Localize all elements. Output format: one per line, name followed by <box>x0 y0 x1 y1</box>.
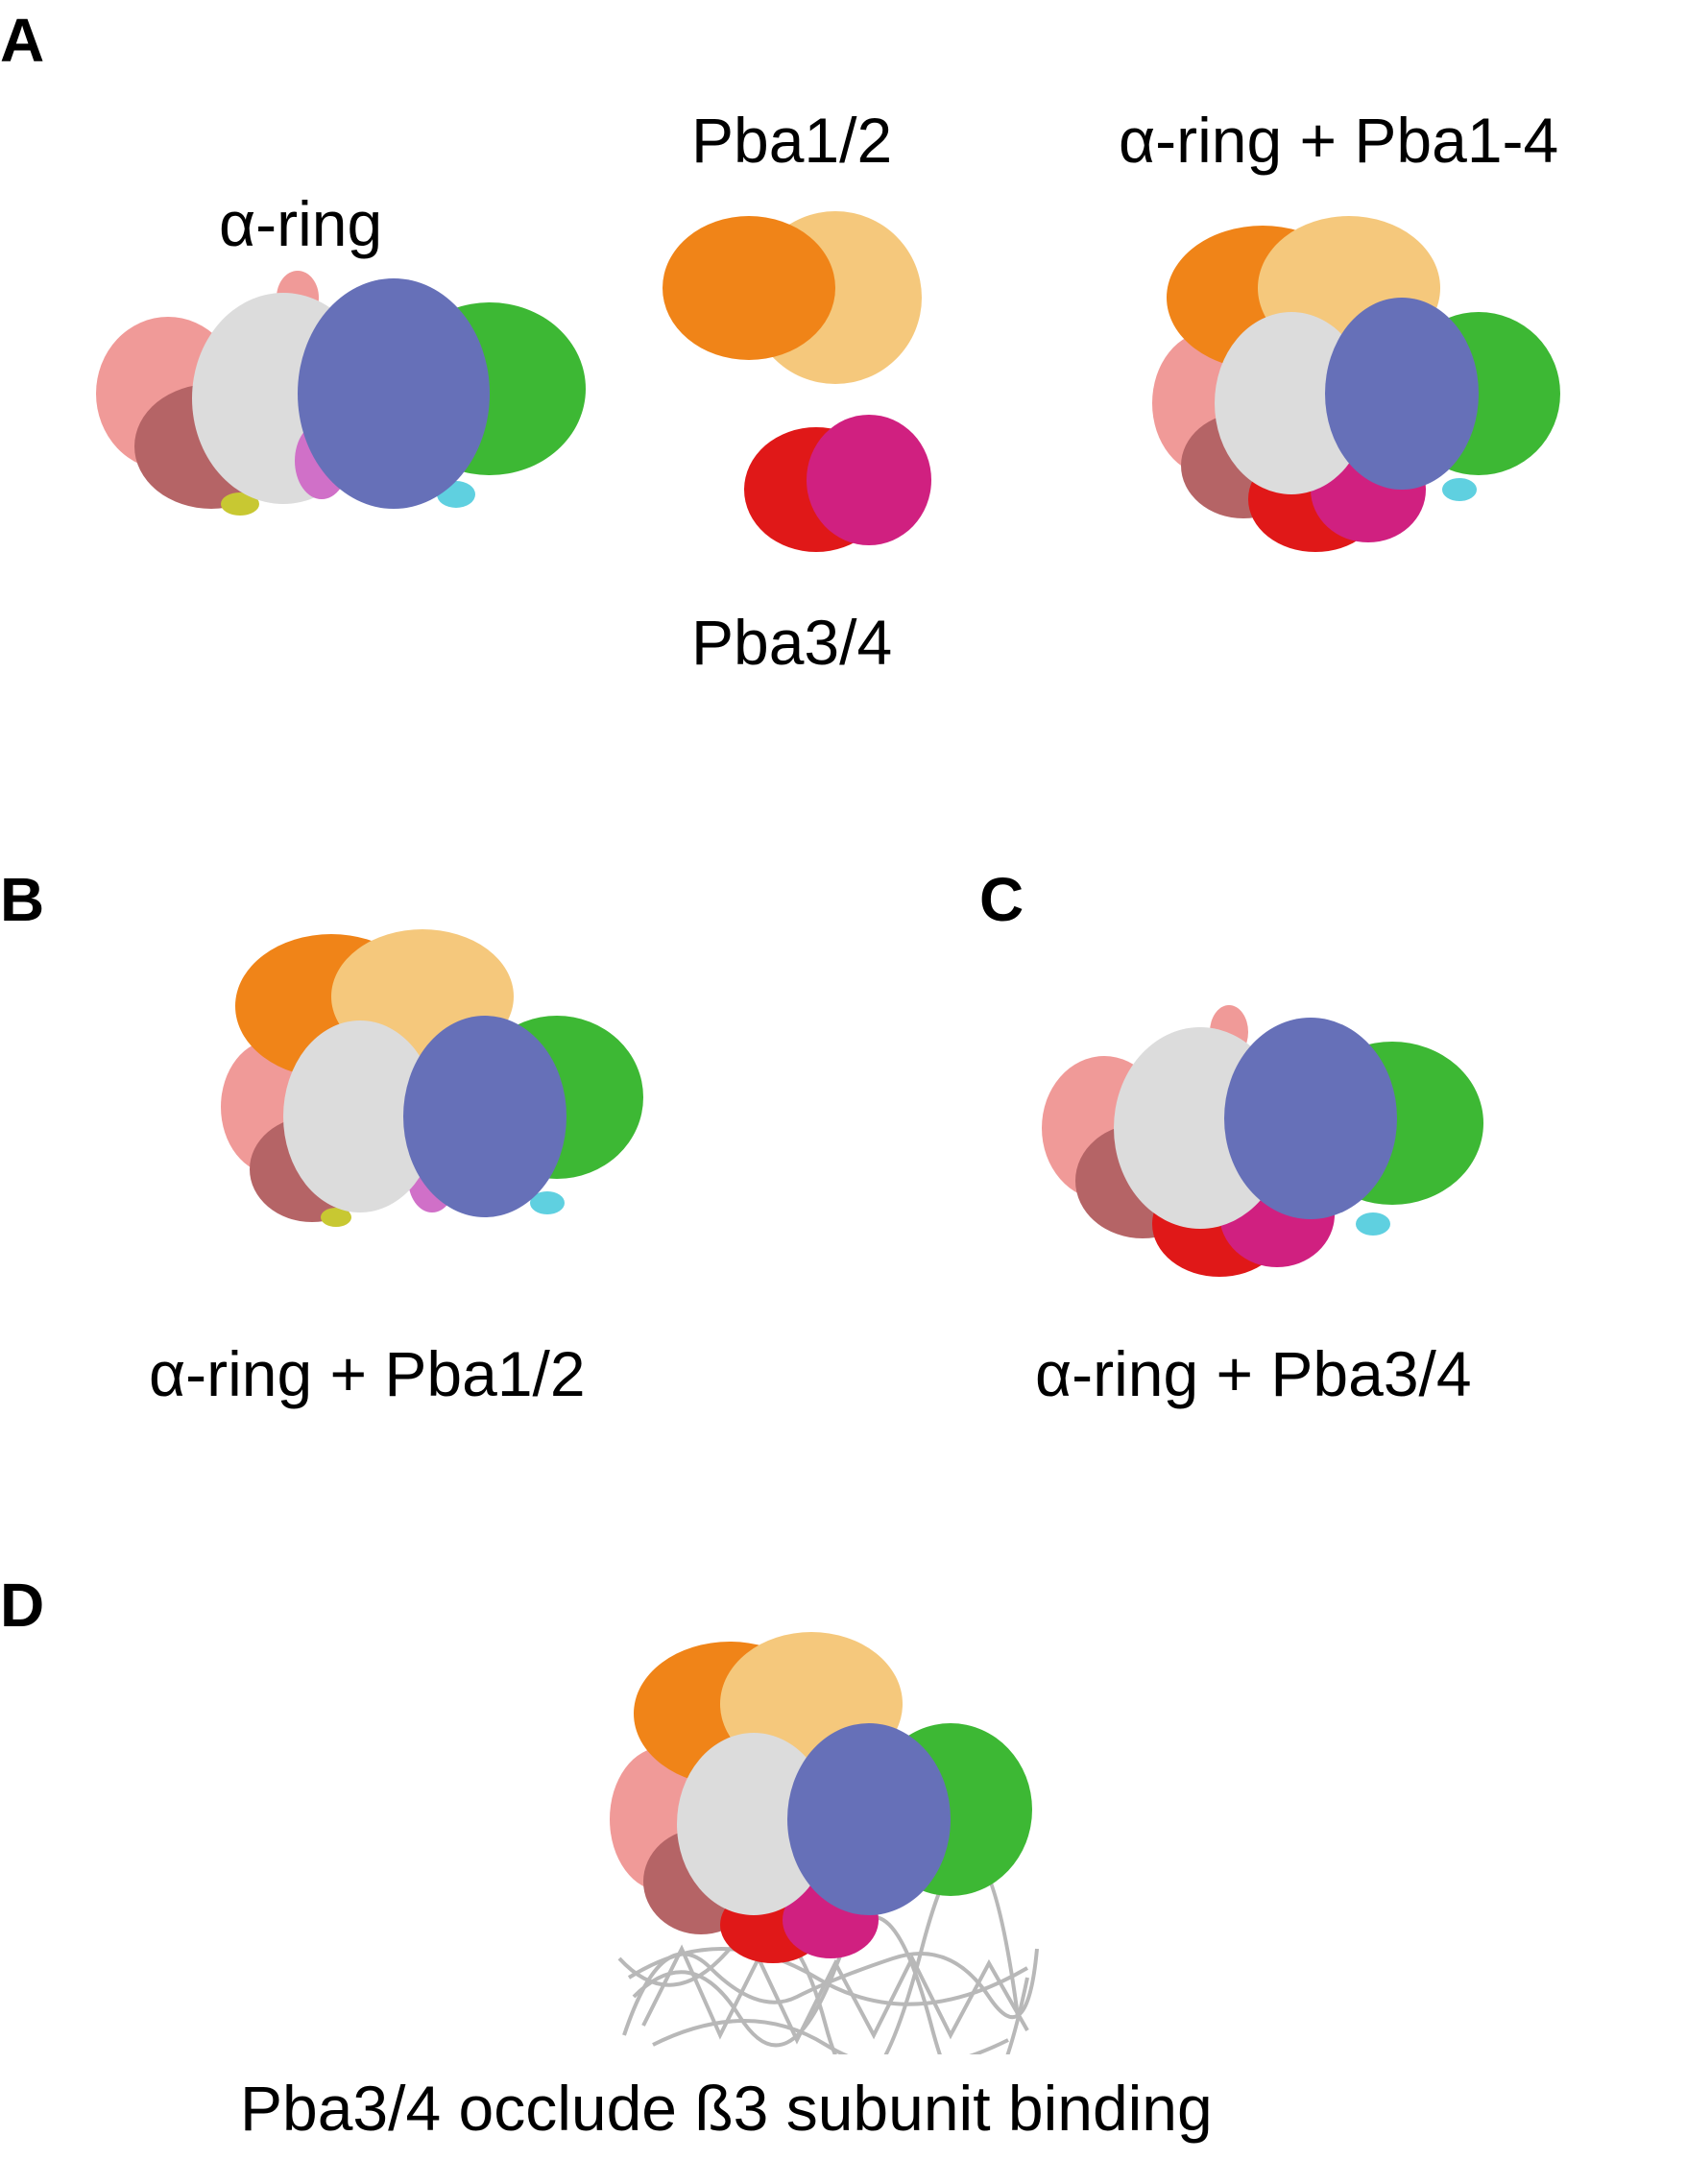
panel-a-label: A <box>0 6 45 75</box>
blue-subunit <box>1325 298 1479 490</box>
white-subunit <box>283 1020 437 1212</box>
pba34-structure <box>744 413 936 557</box>
panel-d-label: D <box>0 1571 45 1640</box>
blue-subunit <box>298 278 490 509</box>
cyan-subunit <box>1356 1212 1390 1236</box>
cyan-subunit <box>1442 478 1477 501</box>
alpha-ring-pba1-4-label: α-ring + Pba1-4 <box>1119 105 1559 176</box>
pba12-structure <box>663 206 922 398</box>
panel-b-caption: α-ring + Pba1/2 <box>149 1338 586 1409</box>
panel-b-label: B <box>0 865 45 934</box>
panel-c-label: C <box>979 865 1024 934</box>
blue-subunit <box>403 1016 566 1217</box>
white-subunit <box>1215 312 1368 494</box>
blue-subunit <box>787 1723 951 1915</box>
orange-subunit <box>663 216 835 360</box>
yellow-subunit <box>321 1208 351 1227</box>
pba34-label: Pba3/4 <box>691 607 893 678</box>
yellow-subunit <box>221 492 259 516</box>
white-subunit <box>677 1733 831 1915</box>
alpha-ring-structure <box>86 269 586 528</box>
hotpink-subunit <box>807 415 931 545</box>
pba12-label: Pba1/2 <box>691 105 893 176</box>
alpha-ring-pba12-structure <box>216 929 658 1246</box>
blue-subunit <box>1224 1018 1397 1219</box>
alpha-ring-pba1-4-structure <box>1147 216 1570 562</box>
panel-d-caption: Pba3/4 occlude ß3 subunit binding <box>240 2073 1213 2144</box>
panel-c-caption: α-ring + Pba3/4 <box>1035 1338 1472 1409</box>
pba-beta-ring-structure <box>605 1632 1047 2054</box>
cyan-subunit <box>530 1191 565 1214</box>
alpha-ring-label: α-ring <box>219 188 383 259</box>
alpha-ring-pba34-structure <box>1037 1003 1488 1282</box>
